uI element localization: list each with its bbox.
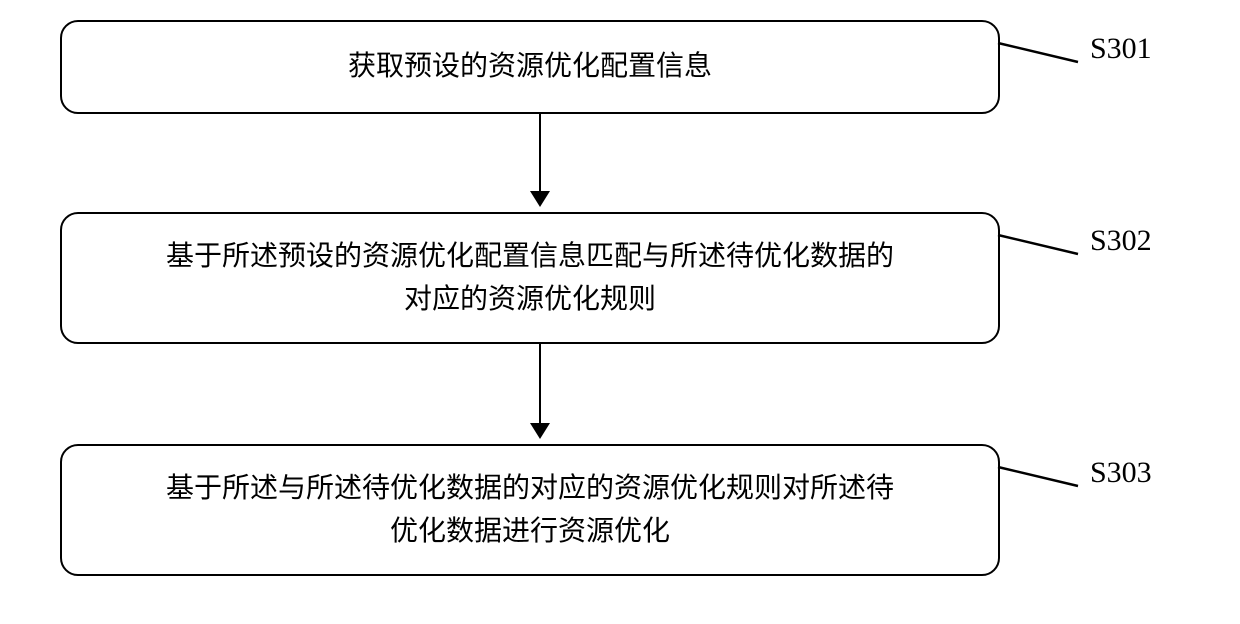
step-box-s301: 获取预设的资源优化配置信息: [60, 20, 1000, 114]
step-label-s301: S301: [1090, 32, 1152, 66]
step-box-s302: 基于所述预设的资源优化配置信息匹配与所述待优化数据的 对应的资源优化规则: [60, 212, 1000, 344]
arrow-s302-to-s303: [530, 344, 550, 439]
step-text-s303: 基于所述与所述待优化数据的对应的资源优化规则对所述待 优化数据进行资源优化: [166, 467, 894, 554]
step-text-s301: 获取预设的资源优化配置信息: [348, 45, 712, 88]
step-box-s303: 基于所述与所述待优化数据的对应的资源优化规则对所述待 优化数据进行资源优化: [60, 444, 1000, 576]
step-label-s302: S302: [1090, 224, 1152, 258]
step-label-s303: S303: [1090, 456, 1152, 490]
step-text-s302: 基于所述预设的资源优化配置信息匹配与所述待优化数据的 对应的资源优化规则: [166, 235, 894, 322]
arrow-s301-to-s302: [530, 114, 550, 207]
